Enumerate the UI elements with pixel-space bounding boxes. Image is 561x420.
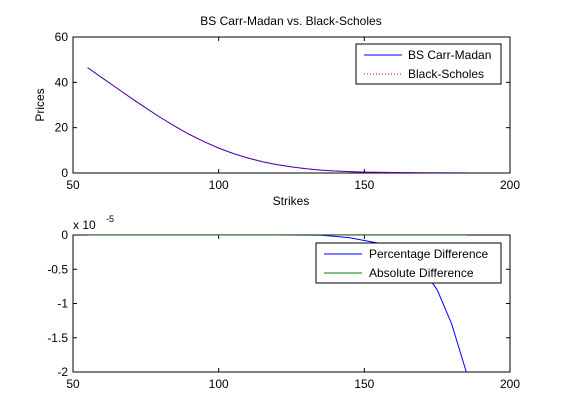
bottom-multiplier: x 10 -5 (73, 214, 114, 232)
top-legend-box (355, 43, 502, 85)
top-chart-title: BS Carr-Madan vs. Black-Scholes (200, 14, 381, 28)
bot-y-tick-label: -1.5 (47, 331, 68, 345)
top-x-tick-label: 50 (66, 178, 80, 192)
top-x-ticks: 50 100 150 200 (66, 37, 520, 192)
bottom-legend-label-0: Percentage Difference (369, 247, 489, 261)
bottom-x-ticks: 50 100 150 200 (66, 235, 520, 391)
top-series (87, 67, 467, 173)
top-y-ticks: 0 20 40 60 (55, 30, 510, 180)
bottom-multiplier-label: x 10 (73, 218, 96, 232)
bot-y-tick-label: -0.5 (47, 262, 68, 276)
bot-x-tick-label: 200 (500, 377, 520, 391)
top-legend-label-0: BS Carr-Madan (408, 48, 491, 62)
top-x-axis-label: Strikes (273, 194, 310, 208)
bot-y-tick-label: -1 (57, 297, 68, 311)
top-series-line-0 (87, 67, 467, 173)
top-legend-label-1: Black-Scholes (408, 67, 484, 81)
top-x-tick-label: 100 (209, 178, 229, 192)
bottom-chart: 50 100 150 200 -2 -1.5 -1 -0.5 0 x 10 -5 Percen… (47, 214, 520, 391)
top-y-tick-label: 40 (55, 75, 69, 89)
top-y-tick-label: 0 (61, 166, 68, 180)
top-legend: BS Carr-Madan Black-Scholes (355, 43, 502, 85)
bottom-legend-box (315, 242, 502, 284)
bottom-multiplier-exponent: -5 (106, 214, 114, 224)
bot-x-tick-label: 50 (66, 377, 80, 391)
bot-x-tick-label: 150 (354, 377, 374, 391)
bot-y-tick-label: 0 (61, 228, 68, 242)
bot-x-tick-label: 100 (209, 377, 229, 391)
bottom-legend-label-1: Absolute Difference (369, 266, 474, 280)
top-y-tick-label: 20 (55, 121, 69, 135)
top-x-tick-label: 150 (354, 178, 374, 192)
bottom-y-ticks: -2 -1.5 -1 -0.5 0 (47, 228, 510, 379)
top-x-tick-label: 200 (500, 178, 520, 192)
top-chart: BS Carr-Madan vs. Black-Scholes 50 100 150… (33, 14, 520, 208)
top-y-axis-label: Prices (33, 88, 47, 121)
top-y-tick-label: 60 (55, 30, 69, 44)
bot-y-tick-label: -2 (57, 365, 68, 379)
bottom-legend: Percentage Difference Absolute Differenc… (315, 242, 502, 284)
